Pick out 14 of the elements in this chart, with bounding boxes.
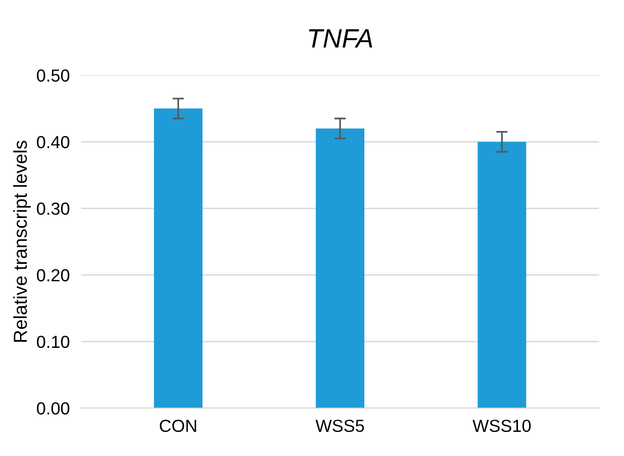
- y-tick-label: 0.20: [36, 269, 70, 282]
- y-tick-label: 0.40: [36, 136, 70, 148]
- bar: [316, 128, 364, 408]
- y-tick-label: 0.10: [36, 336, 70, 348]
- x-tick-label: CON: [160, 420, 196, 432]
- bar: [154, 108, 203, 408]
- x-tick-label: WSS5: [316, 420, 364, 432]
- chart-title: TNFA: [308, 29, 372, 48]
- y-axis-title: Relative transcript levels: [13, 140, 31, 342]
- y-tick-label: 0.30: [36, 202, 70, 215]
- y-tick-label: 0.50: [36, 69, 70, 82]
- bar: [478, 142, 526, 408]
- x-tick-label: WSS10: [472, 420, 531, 432]
- y-tick-label: 0.00: [36, 402, 70, 415]
